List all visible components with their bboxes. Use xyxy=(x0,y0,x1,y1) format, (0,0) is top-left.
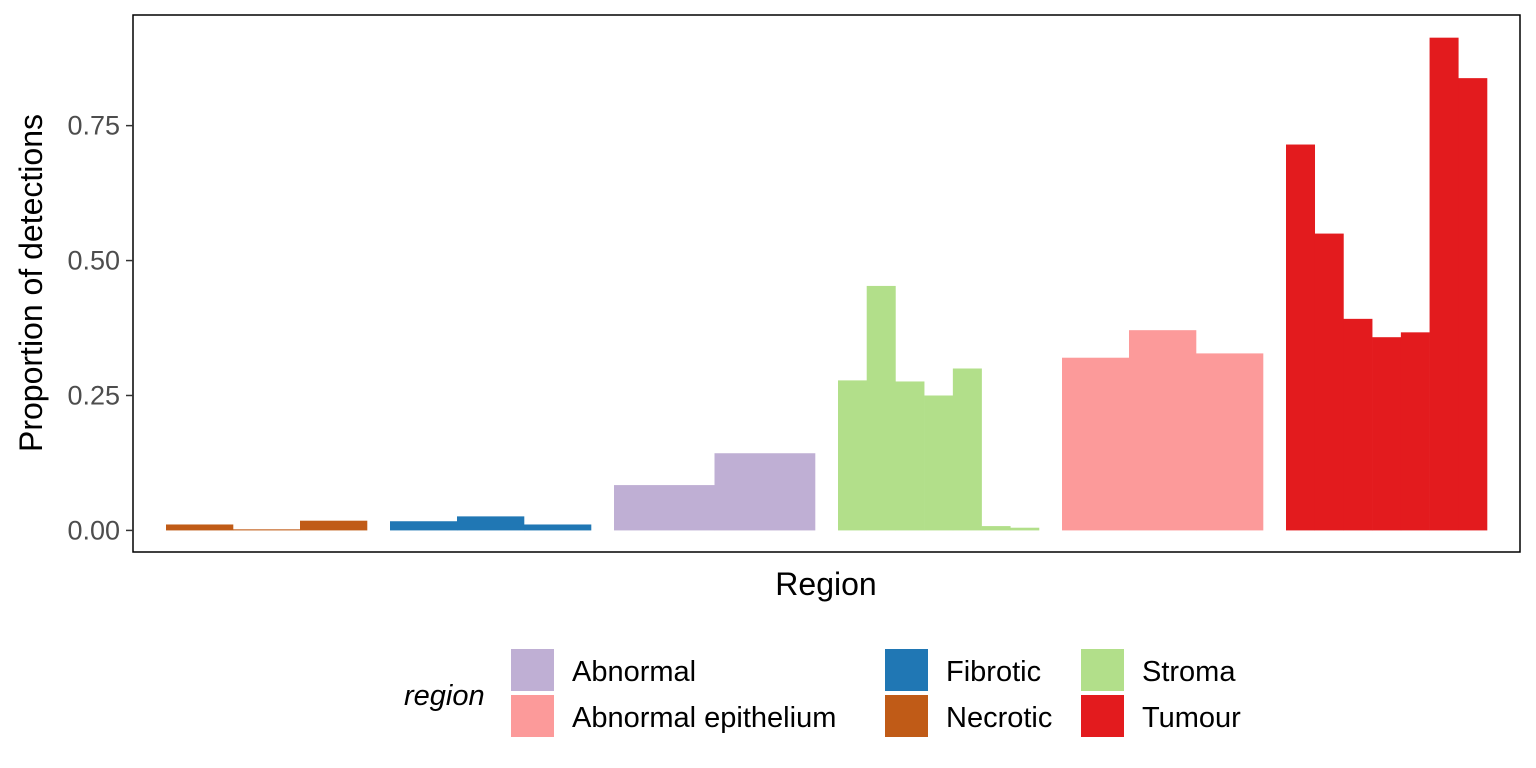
bar-necrotic-3 xyxy=(300,520,368,531)
bar-stroma-7 xyxy=(1010,527,1040,531)
legend-label-tumour: Tumour xyxy=(1142,702,1241,734)
bar-stroma-1 xyxy=(838,380,868,531)
y-axis: 0.00 0.25 0.50 0.75 xyxy=(67,111,133,545)
bars-layer xyxy=(166,37,1488,531)
y-tick-label: 0.75 xyxy=(67,111,120,141)
legend-swatch-abnormal xyxy=(511,649,554,691)
bar-stroma-3 xyxy=(895,381,925,531)
bar-necrotic-1 xyxy=(166,524,234,531)
bar-tumour-3 xyxy=(1343,318,1373,531)
legend-swatch-stroma xyxy=(1081,649,1124,691)
bar-tumour-1 xyxy=(1286,144,1316,531)
legend-label-stroma: Stroma xyxy=(1142,656,1236,688)
legend-swatch-necrotic xyxy=(885,695,928,737)
plot-panel-border xyxy=(132,14,1521,553)
legend-swatch-tumour xyxy=(1081,695,1124,737)
bar-tumour-5 xyxy=(1400,332,1430,531)
legend-label-necrotic: Necrotic xyxy=(946,702,1052,734)
bar-fibrotic-2 xyxy=(457,516,525,531)
legend-label-abnormal-epithelium: Abnormal epithelium xyxy=(572,702,836,734)
bar-tumour-2 xyxy=(1314,233,1344,531)
x-axis-title: Region xyxy=(775,566,876,602)
bar-tumour-6 xyxy=(1429,37,1459,531)
legend-label-abnormal: Abnormal xyxy=(572,656,696,688)
legend-swatch-abnormal-epithelium xyxy=(511,695,554,737)
legend: region Abnormal Abnormal epithelium Fibr… xyxy=(404,649,1241,737)
bar-abnormal-epithelium-2 xyxy=(1129,330,1197,531)
bar-abnormal-epithelium-3 xyxy=(1196,353,1264,531)
y-tick-label: 0.00 xyxy=(67,515,120,545)
bar-stroma-5 xyxy=(952,368,982,531)
bar-abnormal-1 xyxy=(614,485,715,531)
bar-stroma-2 xyxy=(866,285,896,531)
bar-stroma-4 xyxy=(924,395,954,531)
y-tick-label: 0.50 xyxy=(67,246,120,276)
bar-necrotic-2 xyxy=(233,529,301,531)
bar-tumour-4 xyxy=(1372,337,1402,531)
bar-stroma-6 xyxy=(981,526,1011,531)
bar-tumour-7 xyxy=(1458,78,1488,531)
bar-fibrotic-1 xyxy=(390,521,458,531)
y-axis-title: Proportion of detections xyxy=(13,114,49,452)
y-tick-label: 0.25 xyxy=(67,380,120,410)
legend-label-fibrotic: Fibrotic xyxy=(946,656,1041,688)
bar-abnormal-2 xyxy=(714,453,816,531)
bar-fibrotic-3 xyxy=(524,524,592,531)
bar-abnormal-epithelium-1 xyxy=(1062,357,1130,531)
legend-swatch-fibrotic xyxy=(885,649,928,691)
legend-title: region xyxy=(404,680,485,712)
